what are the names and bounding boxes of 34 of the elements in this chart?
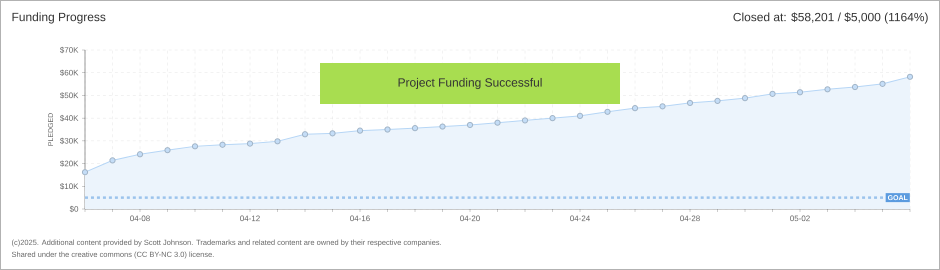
point (796, 89, 804, 96)
point (302, 131, 308, 138)
annotation: Project Funding Successful (398, 78, 542, 90)
point (714, 98, 721, 104)
point (274, 138, 281, 144)
point (466, 122, 474, 128)
point (742, 95, 748, 102)
point (384, 126, 391, 133)
point (576, 112, 584, 119)
point (164, 147, 171, 154)
point (686, 100, 694, 106)
point (879, 80, 886, 87)
point (769, 90, 776, 97)
point (522, 117, 528, 124)
point (549, 115, 556, 122)
point (329, 130, 336, 136)
chart-title: Funding Progress (12, 12, 106, 24)
point (439, 123, 446, 130)
point (852, 84, 858, 90)
point (82, 169, 88, 176)
point (824, 86, 831, 92)
point (192, 143, 198, 150)
chart-subtitle: Closed at: $58,201 / $5,000 (1164%) (733, 12, 928, 24)
point (246, 140, 254, 147)
point (356, 128, 364, 134)
point (412, 125, 418, 132)
point (632, 105, 638, 112)
point (906, 74, 914, 80)
point (136, 151, 144, 158)
point (494, 120, 501, 126)
point (604, 108, 611, 115)
point (219, 142, 226, 148)
point (659, 103, 666, 110)
point (109, 157, 116, 164)
